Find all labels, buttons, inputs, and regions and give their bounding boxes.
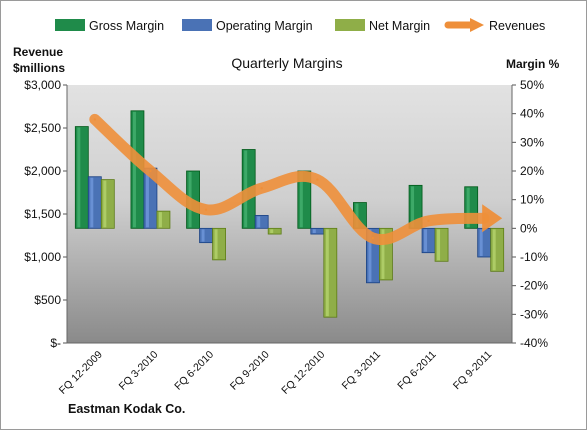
- revenue-point: [316, 178, 319, 181]
- net-margin-bar: [156, 210, 171, 229]
- legend-swatch-operating: [182, 19, 212, 31]
- legend-swatch-net: [335, 19, 365, 31]
- net-margin-bar-highlight: [103, 180, 107, 228]
- revenue-point: [482, 217, 486, 220]
- y-right-tick-label: 30%: [520, 135, 544, 149]
- revenue-point: [371, 236, 375, 240]
- legend-label-revenues: Revenues: [489, 19, 545, 33]
- net-margin-bar-highlight: [270, 229, 274, 234]
- revenue-point: [204, 208, 208, 211]
- net-margin-bar: [434, 227, 449, 262]
- y-left-tick-label: $2,500: [24, 121, 61, 135]
- operating-margin-bar: [310, 227, 325, 235]
- operating-margin-bar-highlight: [90, 177, 94, 228]
- net-margin-bar-highlight: [381, 229, 385, 279]
- y-right-ticks: 50% 40% 30% 20% 10% 0% -10% -20% -30% -40%: [511, 78, 548, 350]
- legend-label-gross: Gross Margin: [89, 19, 164, 33]
- operating-margin-bar-highlight: [257, 216, 261, 228]
- y-left-tick-label: $2,000: [24, 164, 61, 178]
- y-right-tick-label: -30%: [520, 307, 548, 321]
- y-left-tick-label: $500: [34, 293, 61, 307]
- revenue-point: [427, 219, 430, 223]
- chart-title: Quarterly Margins: [231, 55, 342, 71]
- revenue-point: [93, 118, 97, 121]
- revenue-series: [89, 113, 503, 246]
- y-left-tick-label: $-: [50, 336, 61, 350]
- y-left-tick-label: $3,000: [24, 78, 61, 92]
- revenue-point: [260, 187, 263, 190]
- operating-margin-bar: [87, 176, 102, 229]
- net-margin-bar-highlight: [214, 229, 218, 259]
- operating-margin-bar-highlight: [479, 229, 483, 256]
- y-left-tick-label: $1,500: [24, 207, 61, 221]
- revenue-point: [149, 169, 152, 173]
- y-right-tick-label: 10%: [520, 193, 544, 207]
- y-right-label: Margin %: [506, 57, 560, 71]
- legend-swatch-revenues-arrow: [470, 18, 484, 32]
- gross-margin-bar-highlight: [355, 203, 359, 228]
- operating-margin-bar-highlight: [368, 229, 372, 282]
- gross-margin-bar: [74, 126, 89, 229]
- y-right-tick-label: 50%: [520, 78, 544, 92]
- net-margin-bar: [323, 227, 338, 318]
- net-margin-bar: [267, 227, 282, 235]
- y-right-tick-label: 40%: [520, 107, 544, 121]
- y-left-ticks: $3,000 $2,500 $2,000 $1,500 $1,000 $500 $-: [24, 78, 512, 350]
- net-margin-bar-highlight: [158, 212, 162, 228]
- y-right-tick-label: -40%: [520, 336, 548, 350]
- y-left-tick-label: $1,000: [24, 250, 61, 264]
- net-margin-bar-highlight: [437, 229, 441, 261]
- y-right-tick-label: -10%: [520, 250, 548, 264]
- net-margin-bar: [100, 179, 115, 229]
- legend-swatch-gross: [55, 19, 85, 31]
- revenue-arrow-head: [482, 204, 503, 233]
- net-margin-bar-highlight: [325, 229, 329, 317]
- gross-margin-bar-highlight: [411, 186, 415, 228]
- gross-margin-bar-highlight: [244, 150, 248, 228]
- y-left-label-line1: Revenue: [13, 45, 63, 59]
- legend-label-net: Net Margin: [369, 19, 430, 33]
- net-margin-bar-highlight: [492, 229, 496, 271]
- operating-margin-bar-highlight: [145, 169, 149, 228]
- legend: Gross Margin Operating Margin Net Margin…: [55, 18, 545, 33]
- y-right-tick-label: -20%: [520, 279, 548, 293]
- revenue-line: [89, 113, 490, 246]
- y-right-tick-label: 0%: [520, 221, 538, 235]
- gross-margin-bar-highlight: [299, 172, 303, 228]
- bars: [74, 110, 505, 318]
- operating-margin-bar-highlight: [424, 229, 428, 252]
- y-left-label-line2: $millions: [13, 61, 65, 75]
- net-margin-bar: [212, 227, 226, 261]
- company-name: Eastman Kodak Co.: [68, 402, 185, 416]
- operating-margin-bar: [254, 215, 269, 229]
- gross-margin-bar-highlight: [132, 111, 136, 228]
- operating-margin-bar-highlight: [201, 229, 205, 242]
- legend-label-operating: Operating Margin: [216, 19, 313, 33]
- operating-margin-bar-highlight: [312, 229, 316, 234]
- net-margin-bar: [490, 227, 505, 272]
- operating-margin-bar: [477, 227, 492, 258]
- gross-margin-bar-highlight: [77, 127, 81, 228]
- operating-margin-bar: [421, 227, 436, 254]
- operating-margin-bar: [199, 227, 213, 244]
- gross-margin-bar-highlight: [466, 187, 470, 228]
- y-right-tick-label: 20%: [520, 164, 544, 178]
